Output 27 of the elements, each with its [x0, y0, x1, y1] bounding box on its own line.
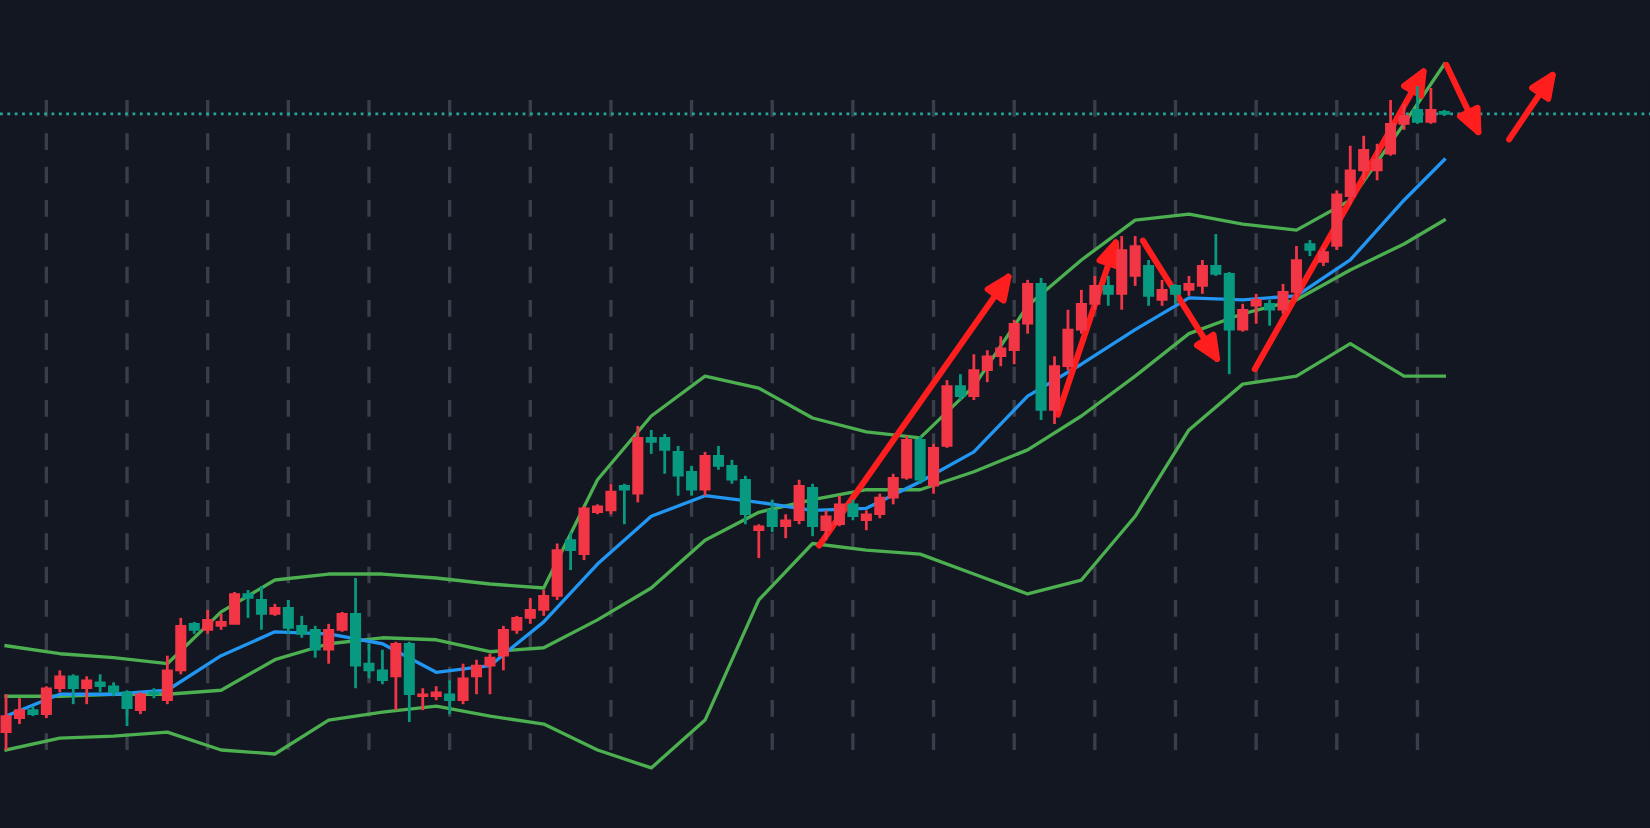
candlestick — [565, 530, 577, 572]
candlestick — [81, 674, 93, 706]
candlestick — [847, 498, 859, 522]
candlestick — [914, 434, 926, 486]
candlestick — [618, 482, 630, 526]
candlestick — [67, 672, 79, 706]
candlestick — [1411, 84, 1423, 126]
candlestick — [457, 662, 469, 706]
candlestick — [954, 372, 966, 402]
candlestick — [1169, 282, 1182, 306]
candlestick — [242, 588, 254, 620]
candlestick — [753, 522, 765, 560]
candlestick — [134, 690, 147, 716]
candlestick — [1156, 278, 1168, 308]
candlestick — [928, 442, 940, 496]
candlestick — [1250, 292, 1262, 326]
candlestick — [807, 482, 819, 538]
candlestick — [1102, 274, 1114, 308]
candlestick — [390, 640, 402, 712]
candlestick — [1237, 302, 1249, 334]
candlestick — [255, 584, 267, 632]
candlestick — [766, 498, 778, 534]
candlestick — [444, 678, 456, 716]
candlestick — [1425, 86, 1437, 126]
candlestick — [1264, 298, 1276, 328]
candlestick — [699, 450, 711, 498]
candlestick — [1143, 258, 1155, 308]
